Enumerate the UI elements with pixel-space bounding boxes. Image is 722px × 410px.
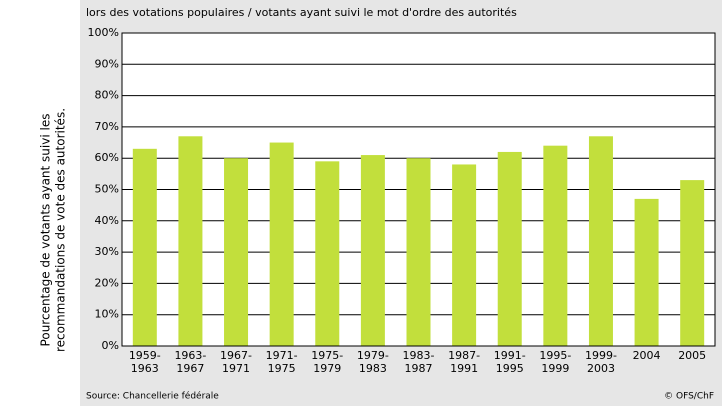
bar [315,161,340,346]
chart-title: lors des votations populaires / votants … [86,6,517,19]
y-tick-label: 50% [95,183,119,196]
bar [269,142,294,346]
x-tick-label: 2003 [587,362,615,375]
y-label-line: Pourcentage de votants ayant suivi les [39,114,53,347]
x-tick-label: 1983- [403,349,435,362]
x-tick-label: 1971 [222,362,250,375]
x-tick-label: 1987- [448,349,480,362]
credit: © OFS/ChF [664,392,714,402]
x-tick-label: 1963- [174,349,206,362]
y-tick-label: 40% [95,214,119,227]
bar [497,151,522,346]
x-tick-label: 1987 [405,362,433,375]
bar [360,155,385,346]
x-tick-label: 1971- [266,349,298,362]
bar [178,136,203,346]
source: Source: Chancellerie fédérale [86,391,219,402]
y-tick-label: 10% [95,308,119,321]
x-tick-label: 2005 [678,349,706,362]
y-tick-label: 90% [95,57,119,70]
y-tick-label: 70% [95,120,119,133]
x-tick-label: 1999 [541,362,569,375]
bar [680,180,705,346]
x-tick-label: 1991 [450,362,478,375]
x-tick-label: 1975 [268,362,296,375]
y-tick-label: 100% [88,26,119,39]
y-tick-label: 80% [95,89,119,102]
bar [543,145,568,346]
x-tick-label: 1983 [359,362,387,375]
bar [588,136,613,346]
x-tick-label: 1999- [585,349,617,362]
y-label-line: recommandations de vote des autorités. [54,108,68,352]
y-tick-label: 60% [95,151,119,164]
y-axis-label: recommandations de vote des autorités. [54,108,68,352]
bar [634,198,659,346]
bar [132,148,157,346]
x-tick-label: 1991- [494,349,526,362]
x-tick-label: 1979- [357,349,389,362]
y-tick-label: 0% [102,339,119,352]
bar [406,158,431,346]
x-tick-label: 1979 [313,362,341,375]
x-tick-label: 2004 [633,349,661,362]
bar [224,158,249,346]
x-tick-label: 1967 [176,362,204,375]
x-tick-label: 1995- [539,349,571,362]
bar [452,164,477,346]
y-tick-label: 30% [95,245,119,258]
plot-border [121,32,716,347]
x-tick-label: 1967- [220,349,252,362]
y-tick-label: 20% [95,276,119,289]
y-axis-label: Pourcentage de votants ayant suivi les [39,114,53,347]
x-tick-label: 1995 [496,362,524,375]
x-tick-label: 1963 [131,362,159,375]
x-tick-label: 1959- [129,349,161,362]
x-tick-label: 1975- [311,349,343,362]
